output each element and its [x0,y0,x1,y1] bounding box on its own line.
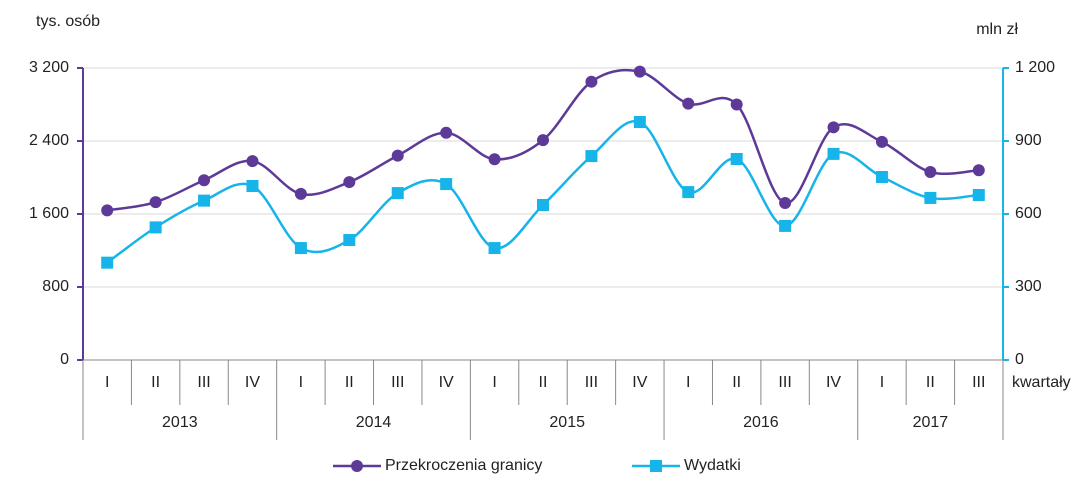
y2-axis-title: mln zł [976,21,1018,38]
marker [730,153,743,166]
marker [972,164,985,177]
marker [101,204,114,217]
x-tick-label: III [197,374,210,391]
marker [198,174,211,187]
y2-tick-label: 300 [1015,278,1042,295]
year-label: 2017 [913,414,949,431]
x-tick-label: II [539,374,548,391]
y2-tick-label: 600 [1015,205,1042,222]
x-tick-label: III [585,374,598,391]
legend-label: Przekroczenia granicy [385,457,542,474]
year-label: 2016 [743,414,779,431]
marker [972,189,985,202]
marker [149,221,162,234]
legend-marker [351,460,363,472]
y-axis-title: tys. osób [36,13,100,30]
marker [682,186,695,199]
legend-label: Wydatki [684,457,741,474]
marker [294,187,307,200]
marker [585,75,598,88]
x-axis-title: kwartały [1012,374,1071,391]
x-tick-label: II [732,374,741,391]
marker [924,166,937,179]
y-tick-label: 3 200 [29,59,69,76]
marker [488,153,501,166]
marker [875,171,888,184]
y2-tick-label: 0 [1015,351,1024,368]
marker [391,187,404,200]
marker [924,191,937,204]
marker [343,176,356,189]
marker [875,135,888,148]
x-tick-label: IV [439,374,454,391]
marker [537,134,549,147]
y-tick-label: 800 [42,278,69,295]
marker [827,147,840,160]
x-tick-label: I [686,374,690,391]
marker [779,219,792,232]
x-tick-label: II [151,374,160,391]
x-tick-label: I [105,374,109,391]
x-tick-label: IV [245,374,260,391]
marker [149,196,162,209]
marker [585,150,598,163]
x-tick-label: III [972,374,985,391]
y2-tick-label: 900 [1015,132,1042,149]
marker [779,197,792,210]
year-label: 2014 [356,414,392,431]
y-tick-label: 0 [60,351,69,368]
x-tick-label: IV [632,374,647,391]
marker [537,198,549,211]
year-label: 2013 [162,414,198,431]
marker [440,178,453,191]
marker [827,121,840,134]
marker [246,180,259,193]
x-tick-label: III [391,374,404,391]
legend-marker [650,460,662,472]
marker [730,98,743,111]
marker [682,97,695,110]
marker [101,256,114,269]
x-tick-label: III [778,374,791,391]
year-label: 2015 [549,414,585,431]
marker [198,194,211,207]
x-tick-label: IV [826,374,841,391]
y-tick-label: 2 400 [29,132,69,149]
x-tick-label: I [299,374,303,391]
marker [633,65,646,78]
x-tick-label: I [492,374,496,391]
marker [343,234,356,247]
marker [440,126,453,139]
marker [633,116,646,129]
marker [294,242,307,255]
x-tick-label: II [345,374,354,391]
marker [391,149,404,162]
x-tick-label: II [926,374,935,391]
marker [488,242,501,255]
marker [246,155,259,168]
y2-tick-label: 1 200 [1015,59,1055,76]
x-tick-label: I [880,374,884,391]
y-tick-label: 1 600 [29,205,69,222]
